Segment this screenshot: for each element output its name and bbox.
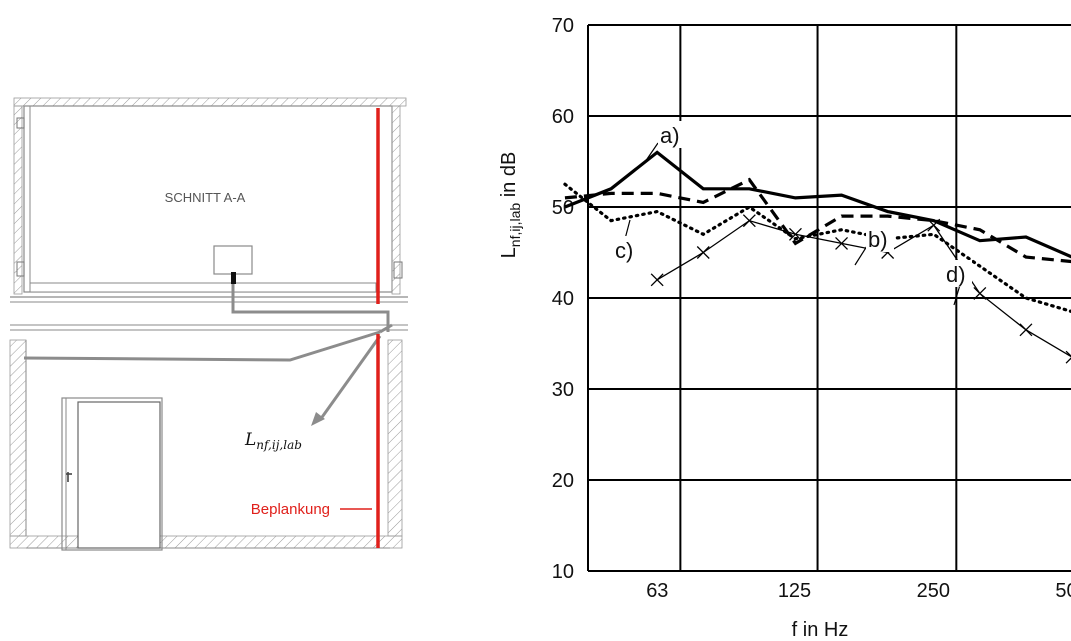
upper-left-wall-hatch bbox=[13, 105, 23, 295]
series-d-marker-8 bbox=[973, 286, 987, 300]
annotation-bg-2 bbox=[866, 225, 894, 252]
annotation-bg-3 bbox=[613, 236, 641, 263]
x-tick-label-125: 125 bbox=[778, 580, 811, 602]
annotation-bg-1 bbox=[658, 121, 686, 148]
marker-stroke-a bbox=[1065, 350, 1071, 358]
y-tick-label-20: 20 bbox=[552, 470, 574, 492]
y-tick-label-10: 10 bbox=[552, 561, 574, 583]
x-tick-label-63: 63 bbox=[646, 580, 668, 602]
duct-upper bbox=[231, 284, 390, 332]
annotation-leader-3 bbox=[624, 219, 631, 240]
level-label: Lnf,ij,lab bbox=[244, 430, 302, 452]
series-d-marker-3 bbox=[742, 214, 756, 228]
upper-left-flange-top bbox=[16, 117, 25, 129]
series-d-marker-1 bbox=[650, 273, 664, 287]
y-axis-label: Lnf,ij,lab in dB bbox=[498, 152, 523, 259]
door-frame bbox=[61, 397, 163, 551]
annotation-label-2: b) bbox=[868, 227, 888, 252]
marker-stroke-b bbox=[973, 286, 987, 300]
marker-stroke-b bbox=[742, 214, 756, 228]
y-axis-label-unit: in dB bbox=[498, 152, 520, 203]
section-label: SCHNITT A-A bbox=[165, 190, 246, 205]
bottom-floor-hatch bbox=[9, 535, 403, 549]
upper-left-flange-bottom bbox=[16, 261, 25, 277]
marker-stroke-b bbox=[1019, 323, 1033, 337]
annotation-bg-4 bbox=[944, 260, 972, 287]
annotation-label-1: a) bbox=[660, 123, 680, 148]
annotation-leader-2 bbox=[854, 245, 868, 266]
y-axis-label-main: L bbox=[498, 247, 520, 258]
source-box bbox=[213, 245, 253, 275]
y-axis-label-sub: nf,ij,lab bbox=[507, 203, 523, 248]
level-label-sub: nf,ij,lab bbox=[256, 438, 302, 452]
lower-left-wall-hatch bbox=[9, 339, 27, 537]
series-d-marker-4 bbox=[788, 227, 802, 241]
duct-diagonal bbox=[318, 335, 382, 421]
section-drawing: SCHNITT A-A Beplankung Lnf,ij,lab bbox=[9, 97, 408, 551]
series-d-marker-2 bbox=[696, 246, 710, 259]
duct-lines bbox=[23, 284, 390, 421]
y-tick-label-60: 60 bbox=[552, 106, 574, 128]
lower-right-wall-hatch bbox=[387, 339, 403, 537]
series-d-marker-7 bbox=[927, 218, 941, 232]
marker-stroke-b bbox=[835, 236, 849, 250]
x-tick-labels: 6312525050010002000 bbox=[646, 580, 1071, 602]
annotation-layer: a) b) c) d) bbox=[613, 121, 972, 306]
y-tick-labels: 10 20 30 40 50 60 70 bbox=[552, 15, 574, 583]
duct-lower-left bbox=[23, 330, 381, 362]
level-arrow-head bbox=[311, 412, 325, 426]
y-tick-label-70: 70 bbox=[552, 15, 574, 37]
upper-floor-slab bbox=[29, 282, 377, 293]
y-tick-label-50: 50 bbox=[552, 197, 574, 219]
annotation-leader-4 bbox=[953, 284, 961, 306]
upper-right-flange bbox=[393, 261, 403, 279]
y-axis-label-text: Lnf,ij,lab in dB bbox=[498, 152, 523, 259]
annotation-leader-1 bbox=[644, 142, 659, 163]
cladding-label: Beplankung bbox=[251, 501, 330, 518]
grid bbox=[587, 24, 1071, 572]
marker-stroke-b bbox=[1065, 357, 1071, 364]
series-line-2 bbox=[564, 177, 1071, 264]
top-ceiling-hatch bbox=[13, 97, 407, 107]
series-d-marker-5 bbox=[835, 236, 849, 250]
annotation-label-3: c) bbox=[615, 238, 633, 263]
y-tick-label-40: 40 bbox=[552, 288, 574, 310]
marker-stroke-b bbox=[927, 218, 941, 232]
series-line-3 bbox=[563, 182, 1071, 314]
y-tick-label-30: 30 bbox=[552, 379, 574, 401]
series-d-marker-10 bbox=[1065, 350, 1071, 364]
x-tick-label-250: 250 bbox=[917, 580, 950, 602]
marker-stroke-b bbox=[788, 227, 802, 241]
x-axis-label: f in Hz bbox=[792, 619, 849, 641]
series-line-1 bbox=[564, 150, 1071, 259]
series-d-marker-9 bbox=[1019, 323, 1033, 337]
door-leaf bbox=[77, 401, 161, 549]
short-duct-connector bbox=[379, 323, 393, 334]
marker-stroke-b bbox=[696, 246, 710, 259]
level-label-main: L bbox=[244, 430, 256, 450]
marker-stroke-b bbox=[650, 273, 664, 287]
x-tick-label-500: 500 bbox=[1055, 580, 1071, 602]
upper-right-wall-hatch bbox=[391, 105, 401, 295]
annotation-label-4: d) bbox=[946, 262, 966, 287]
source-connector bbox=[231, 272, 236, 284]
